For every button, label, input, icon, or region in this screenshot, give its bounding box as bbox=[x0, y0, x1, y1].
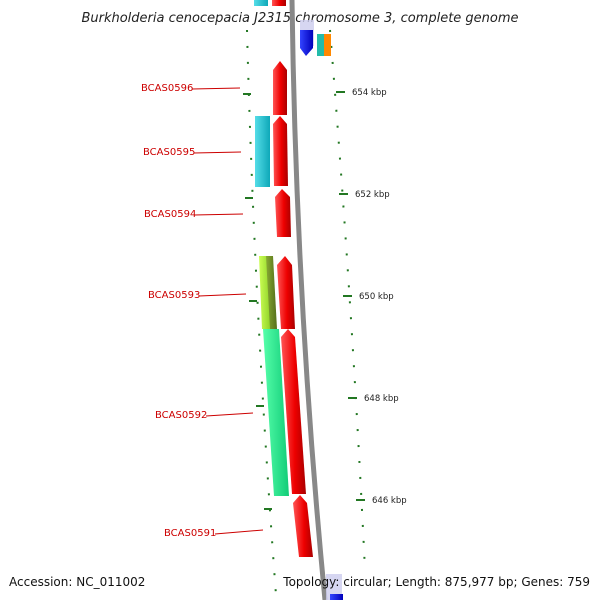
gene-leader-line bbox=[214, 529, 264, 535]
gene-leader-line bbox=[193, 213, 244, 216]
scale-labels: 654 kbp 652 kbp 650 kbp 648 kbp 646 kbp bbox=[243, 88, 407, 510]
gene-label: BCAS0591 bbox=[164, 528, 216, 539]
cog-block-BCAS0592 bbox=[263, 329, 289, 496]
scale-label: 646 kbp bbox=[372, 496, 407, 506]
gene-leader-line bbox=[193, 151, 242, 154]
cog-block-BCAS0593-olive bbox=[266, 256, 277, 329]
topology-text: Topology: circular; Length: 875,977 bp; … bbox=[283, 575, 590, 589]
gene-leader-line bbox=[191, 87, 241, 90]
scale-label: 652 kbp bbox=[355, 190, 390, 200]
scale-label: 650 kbp bbox=[359, 292, 394, 302]
top-teal-feature bbox=[317, 34, 324, 56]
gene-arrow-BCAS0594 bbox=[275, 189, 291, 237]
gene-arrow-BCAS0592 bbox=[281, 329, 306, 494]
gene-label: BCAS0592 bbox=[155, 410, 207, 421]
top-red-feature bbox=[272, 0, 286, 6]
gene-arrow-BCAS0593 bbox=[277, 256, 295, 329]
accession-text: Accession: NC_011002 bbox=[9, 575, 146, 589]
bottom-lavender-feature bbox=[326, 574, 342, 600]
bottom-blue-feature bbox=[330, 594, 343, 600]
scale-label: 654 kbp bbox=[352, 88, 387, 98]
gene-label: BCAS0594 bbox=[144, 209, 196, 220]
backbone-line bbox=[289, 0, 328, 600]
top-blue-arrow bbox=[300, 30, 313, 56]
gene-labels: BCAS0596 BCAS0595 BCAS0594 BCAS0593 BCAS0592… bbox=[141, 83, 264, 539]
gene-leader-line bbox=[205, 412, 254, 417]
scale-label: 648 kbp bbox=[364, 394, 399, 404]
gene-arrow-BCAS0596 bbox=[273, 61, 287, 115]
top-orange-feature bbox=[324, 34, 331, 56]
top-cyan-feature bbox=[254, 0, 268, 6]
gene-leader-line bbox=[198, 293, 247, 297]
gene-arrow-BCAS0591 bbox=[293, 495, 313, 557]
gene-label: BCAS0595 bbox=[143, 147, 195, 158]
cog-block-BCAS0595 bbox=[255, 116, 270, 187]
gene-label: BCAS0596 bbox=[141, 83, 193, 94]
map-title: Burkholderia cenocepacia J2315 chromosom… bbox=[81, 11, 519, 26]
gene-label: BCAS0593 bbox=[148, 290, 200, 301]
gene-arrow-BCAS0595 bbox=[273, 116, 288, 186]
